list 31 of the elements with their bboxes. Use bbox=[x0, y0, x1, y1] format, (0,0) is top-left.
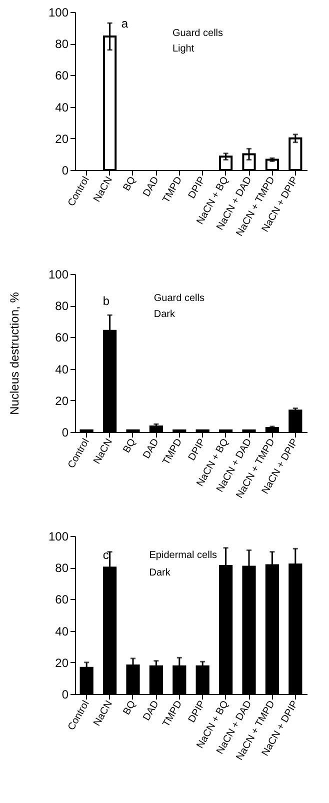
y-tick-label: 80 bbox=[55, 299, 69, 314]
y-tick-label: 20 bbox=[55, 132, 69, 146]
y-tick-label: 0 bbox=[62, 688, 69, 702]
x-tick-label: BQ bbox=[121, 436, 138, 456]
y-tick-label: 40 bbox=[55, 100, 69, 114]
annotation: Dark bbox=[154, 308, 176, 320]
y-axis-title: Nucleus destruction, % bbox=[8, 292, 22, 415]
y-tick-label: 100 bbox=[48, 6, 69, 20]
y-tick-label: 60 bbox=[55, 592, 69, 607]
y-tick-label: 100 bbox=[48, 268, 69, 282]
y-tick-label: 0 bbox=[62, 164, 69, 178]
annotation: b bbox=[102, 294, 110, 308]
y-tick-label: 80 bbox=[55, 561, 69, 576]
y-tick-label: 20 bbox=[55, 656, 69, 670]
y-tick-label: 100 bbox=[48, 530, 69, 544]
y-tick-label: 60 bbox=[55, 330, 69, 345]
annotation: a bbox=[121, 16, 128, 30]
annotation: Epidermal cells bbox=[149, 550, 218, 562]
annotation: Guard cells bbox=[154, 292, 204, 304]
y-tick-label: 60 bbox=[55, 68, 69, 83]
y-tick-label: 40 bbox=[55, 362, 69, 376]
annotation: c bbox=[102, 548, 109, 562]
y-tick-label: 0 bbox=[62, 426, 69, 440]
x-tick-label: BQ bbox=[121, 174, 138, 194]
annotation: Light bbox=[172, 44, 194, 55]
y-tick-label: 80 bbox=[55, 37, 69, 52]
y-tick-label: 20 bbox=[55, 394, 69, 408]
annotation: Dark bbox=[149, 568, 172, 579]
y-tick-label: 40 bbox=[55, 624, 69, 638]
x-tick-label: BQ bbox=[121, 698, 138, 718]
annotation: Guard cells bbox=[172, 28, 224, 39]
